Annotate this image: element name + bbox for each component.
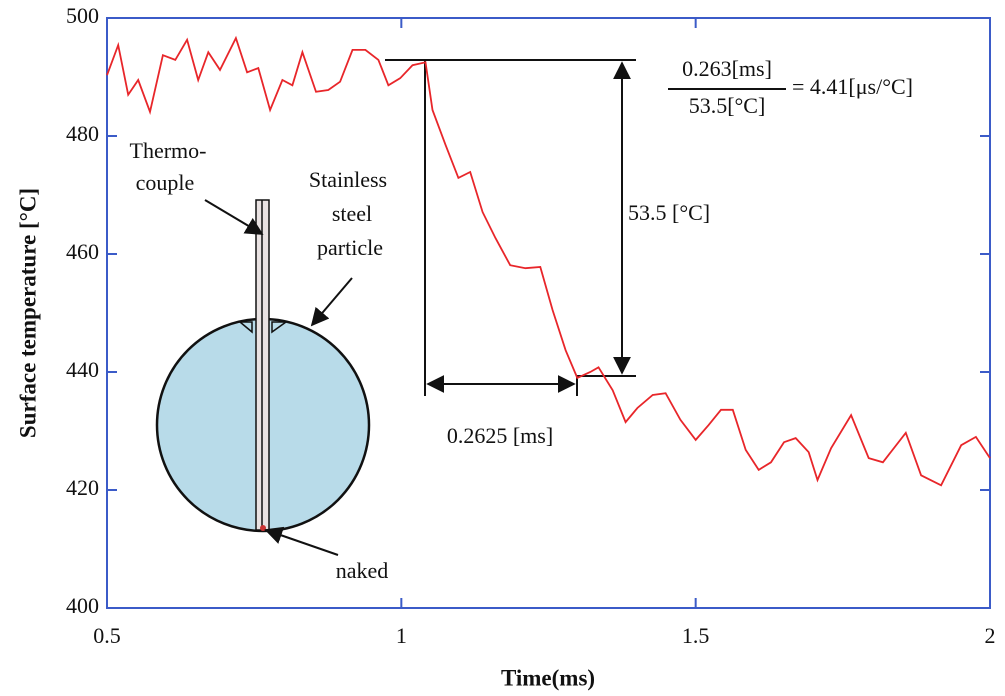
arrow [204,199,264,235]
x-tick-label: 1 [396,623,407,648]
y-axis-label: Surface temperature [°C] [15,188,40,438]
y-tick-label: 420 [66,475,99,500]
annotation: 53.5 [°C] [628,200,710,225]
weld [237,321,289,334]
particle-diagram [155,199,371,556]
annotation: steel [332,201,372,226]
annotation: particle [317,235,383,260]
annotation: Stainless [309,167,387,192]
annotation: 53.5[°C] [689,93,766,118]
annotation: = 4.41[μs/°C] [792,74,913,99]
annotation: naked [336,558,389,583]
arrow [310,277,353,327]
y-tick-label: 440 [66,357,99,382]
annotation: 0.2625 [ms] [447,423,553,448]
x-axis-label: Time(ms) [501,665,595,690]
annotation: couple [136,170,195,195]
y-tick-label: 480 [66,121,99,146]
arrow [264,526,339,556]
annotation: Thermo- [130,138,207,163]
y-tick-label: 400 [66,593,99,618]
x-tick-label: 0.5 [93,623,121,648]
annotation: 0.263[ms] [682,56,772,81]
data-line [106,35,991,487]
y-tick-label: 460 [66,239,99,264]
ticks: 400 420 440 460 480 500 0.5 1 1.5 2 [66,3,996,648]
plot-frame [106,17,991,609]
dimension-lines [385,59,786,396]
x-tick-label: 2 [985,623,996,648]
y-tick-label: 500 [66,3,99,28]
naked-tip [260,525,266,531]
x-tick-label: 1.5 [682,623,710,648]
